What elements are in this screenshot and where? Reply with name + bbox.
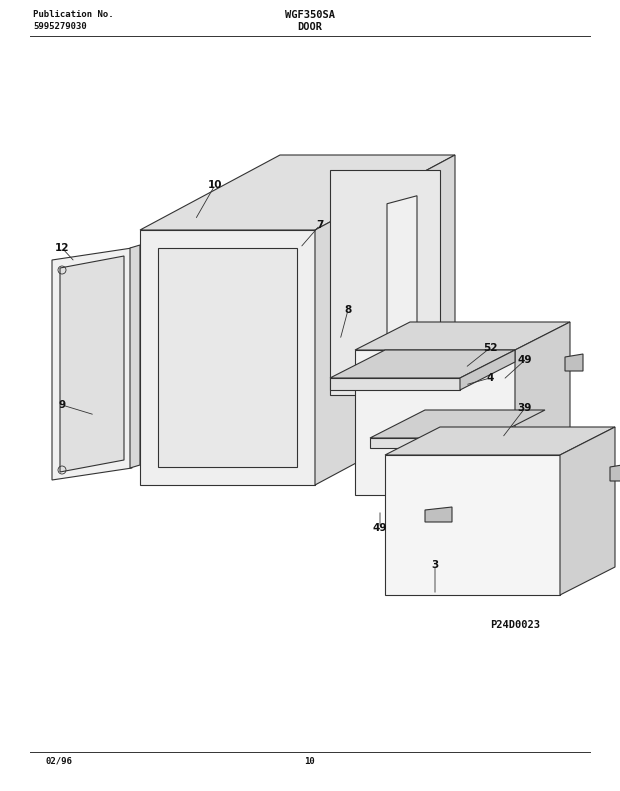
Polygon shape — [60, 256, 124, 472]
Polygon shape — [330, 170, 440, 395]
Text: DOOR: DOOR — [298, 22, 322, 32]
Text: 10: 10 — [304, 757, 316, 766]
Text: 39: 39 — [518, 403, 532, 413]
Text: 8: 8 — [344, 305, 352, 315]
Text: 12: 12 — [55, 243, 69, 253]
Polygon shape — [387, 195, 417, 429]
Polygon shape — [370, 438, 490, 448]
Polygon shape — [355, 350, 515, 495]
Polygon shape — [610, 464, 620, 481]
Text: eReplacementParts.com: eReplacementParts.com — [234, 423, 386, 437]
Text: 10: 10 — [208, 180, 222, 190]
Polygon shape — [330, 350, 515, 378]
Polygon shape — [515, 322, 570, 495]
Polygon shape — [385, 455, 560, 595]
Polygon shape — [330, 378, 460, 390]
Polygon shape — [370, 410, 545, 438]
Polygon shape — [560, 427, 615, 595]
Polygon shape — [315, 155, 455, 485]
Polygon shape — [460, 350, 515, 390]
Text: WGF350SA: WGF350SA — [285, 10, 335, 20]
Polygon shape — [52, 248, 132, 480]
Polygon shape — [140, 230, 315, 485]
Text: 02/96: 02/96 — [45, 757, 72, 766]
Text: 49: 49 — [373, 523, 388, 533]
Polygon shape — [565, 354, 583, 371]
Text: P24D0023: P24D0023 — [490, 620, 540, 630]
Text: 7: 7 — [316, 220, 324, 230]
Text: Publication No.: Publication No. — [33, 10, 113, 19]
Polygon shape — [425, 507, 452, 522]
Text: 5995279030: 5995279030 — [33, 22, 87, 31]
Text: 52: 52 — [483, 343, 497, 353]
Text: 4: 4 — [486, 373, 494, 383]
Polygon shape — [140, 155, 455, 230]
Polygon shape — [385, 427, 615, 455]
Polygon shape — [130, 245, 140, 468]
Text: 49: 49 — [518, 355, 532, 365]
Polygon shape — [355, 322, 570, 350]
Text: 9: 9 — [58, 400, 66, 410]
Polygon shape — [158, 248, 297, 467]
Text: 3: 3 — [432, 560, 438, 570]
